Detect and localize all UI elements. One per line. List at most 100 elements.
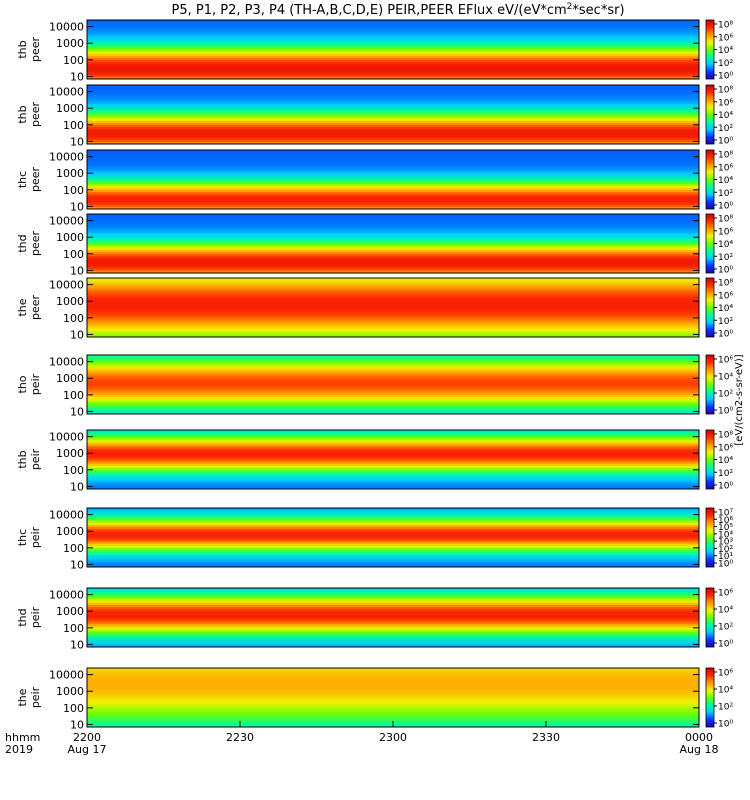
colorbar: [705, 277, 715, 338]
spectrogram-row: [87, 550, 699, 553]
spectrogram-row: [87, 397, 699, 400]
spectrogram-row: [87, 194, 699, 197]
spectrogram-panel: 10 100 1000 10000 thbpeir 10⁸ 10⁶ 10⁴ 10² 10⁰: [16, 429, 733, 493]
colorbar-tick-label: 10⁰: [718, 482, 733, 492]
y-tick-label: 100: [63, 119, 84, 132]
x-tick-date: Aug 17: [68, 743, 107, 756]
spectrogram-row: [87, 190, 699, 193]
spectrogram-row: [87, 598, 699, 602]
spectrogram-row: [87, 294, 699, 298]
spectrogram-row: [87, 282, 699, 285]
spectrogram-row: [87, 235, 699, 238]
panel-label-probe: thd: [16, 608, 29, 626]
colorbar-tick-label: 10⁴: [718, 176, 733, 186]
colorbar-tick-label: 10⁵: [718, 523, 733, 533]
y-tick-label: 1000: [56, 605, 84, 618]
spectrogram-row: [87, 97, 699, 101]
spectrogram-row: [87, 434, 699, 437]
colorbar-tick-label: 10⁷: [718, 509, 733, 519]
spectrogram-row: [87, 66, 699, 69]
y-tick-label: 10: [70, 558, 84, 571]
spectrogram-row: [87, 239, 699, 242]
chart-title-tail: *sec*sr): [572, 3, 624, 18]
panel-label-probe: thb: [16, 40, 29, 58]
spectrogram-row: [87, 548, 699, 551]
spectrogram-row: [87, 541, 699, 545]
spectrogram-row: [87, 455, 699, 458]
colorbar-tick-label: 10⁸: [718, 21, 733, 31]
panel-label-probe: thb: [16, 450, 29, 468]
spectrogram-row: [87, 623, 699, 627]
colorbar: [705, 84, 715, 145]
spectrogram-row: [87, 636, 699, 639]
spectrogram-row: [87, 703, 699, 707]
y-tick-label: 10000: [49, 279, 84, 292]
y-tick-label: 100: [63, 54, 84, 67]
spectrogram-row: [87, 70, 699, 74]
spectrogram-row: [87, 34, 699, 38]
panel-label-product: peer: [29, 167, 42, 193]
colorbar-tick-label: 10⁶: [718, 356, 733, 366]
spectrogram-row: [87, 216, 699, 219]
spectrogram-row: [87, 697, 699, 701]
colorbar-tick-label: 10⁶: [718, 98, 733, 108]
y-tick-label: 10: [70, 200, 84, 213]
spectrogram-row: [87, 160, 699, 164]
y-tick-label: 10000: [49, 86, 84, 99]
spectrogram-row: [87, 533, 699, 536]
spectrogram-row: [87, 139, 699, 143]
spectrogram-row: [87, 93, 699, 96]
spectrogram-row: [87, 371, 699, 375]
y-tick-label: 10000: [49, 215, 84, 228]
spectrogram-row: [87, 459, 699, 463]
colorbar-tick-label: 10⁶: [718, 33, 733, 43]
spectrogram-panel: 10 100 1000 10000 thbpeer 10⁸ 10⁶ 10⁴ 10² 10⁰: [16, 19, 733, 83]
spectrogram-row: [87, 689, 699, 692]
spectrogram-row: [87, 594, 699, 597]
spectrogram-row: [87, 222, 699, 225]
colorbar-tick-label: 10²: [718, 623, 733, 633]
spectrogram-row: [87, 168, 699, 172]
spectrogram-row: [87, 290, 699, 294]
spectrogram-row: [87, 670, 699, 673]
colorbar-tick-label: 10⁰: [718, 330, 733, 340]
spectrogram-row: [87, 57, 699, 61]
spectrogram-row: [87, 114, 699, 118]
spectrogram-row: [87, 619, 699, 623]
spectrogram-row: [87, 678, 699, 682]
spectrogram-row: [87, 699, 699, 703]
colorbar-tick-label: 10⁰: [718, 202, 733, 212]
colorbar-tick-label: 10²: [718, 189, 733, 199]
spectrogram-row: [87, 318, 699, 321]
y-tick-label: 1000: [56, 231, 84, 244]
y-tick-label: 100: [63, 702, 84, 715]
y-tick-label: 10: [70, 718, 84, 731]
spectrogram-row: [87, 693, 699, 696]
x-tick-time: 2200: [73, 731, 101, 744]
spectrogram-row: [87, 642, 699, 646]
colorbar: [705, 667, 715, 728]
spectrogram-row: [87, 218, 699, 221]
spectrogram-row: [87, 101, 699, 105]
spectrogram-row: [87, 251, 699, 255]
panel-frame: [86, 84, 700, 145]
panel-frame: [86, 19, 700, 80]
colorbar-tick-label: 10⁶: [718, 669, 733, 679]
spectrogram-row: [87, 535, 699, 538]
spectrogram-row: [87, 710, 699, 713]
spectrogram-row: [87, 133, 699, 136]
colorbar-tick-label: 10⁰: [718, 72, 733, 82]
spectrogram-row: [87, 448, 699, 452]
spectrogram-row: [87, 106, 699, 109]
y-tick-label: 10000: [49, 356, 84, 369]
spectrogram-row: [87, 680, 699, 684]
spectrogram-row: [87, 438, 699, 441]
spectrogram-row: [87, 173, 699, 176]
spectrogram-row: [87, 185, 699, 189]
spectrogram-row: [87, 30, 699, 34]
y-tick-label: 1000: [56, 525, 84, 538]
panel-frame: [86, 149, 700, 210]
spectrogram-row: [87, 480, 699, 484]
spectrogram-row: [87, 695, 699, 698]
panel-label-product: peir: [29, 686, 42, 708]
